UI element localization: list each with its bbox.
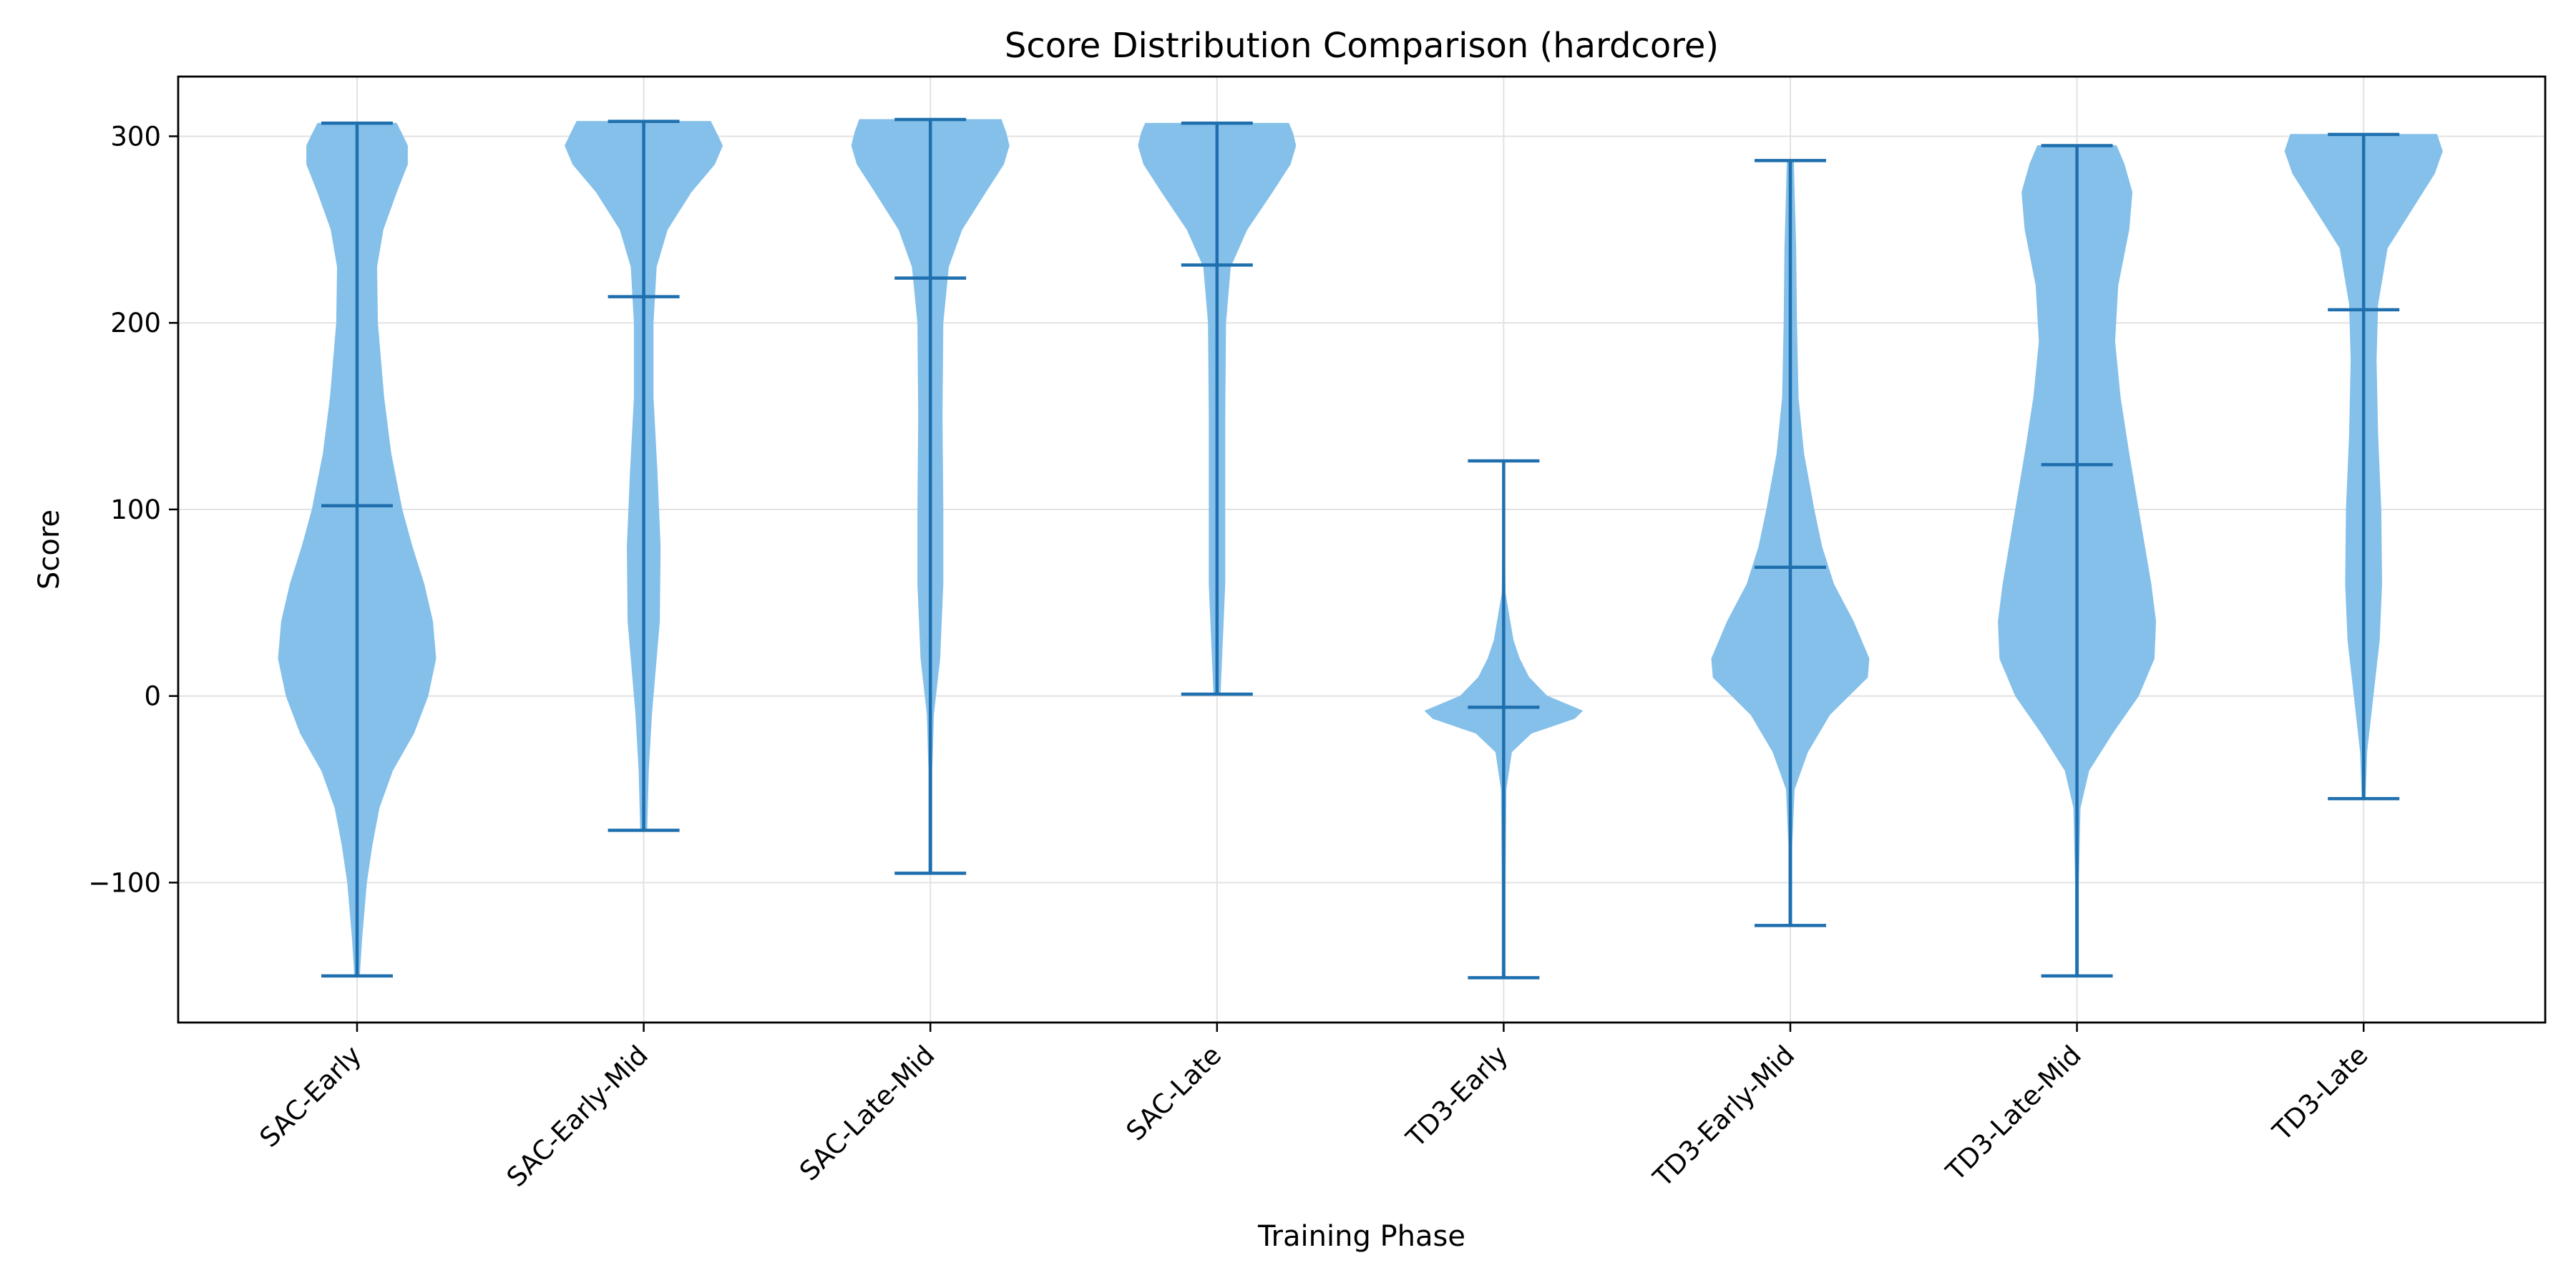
violin-stats [1755,159,1826,927]
violin-stats [1181,121,1253,696]
violin-stats [608,119,680,832]
y-axis-ticks: −100 0 100 200 300 [88,121,178,898]
x-tick-label: SAC-Early [254,1040,368,1153]
violin-stats [321,121,393,978]
y-tick-label: 300 [110,121,161,152]
y-tick-label: 100 [110,494,161,525]
violin-stats [894,117,967,875]
x-axis-ticks: SAC-Early SAC-Early-Mid SAC-Late-Mid SAC-La… [254,1023,2374,1194]
x-tick-label: TD3-Late [2266,1040,2373,1147]
x-tick-label: SAC-Late-Mid [794,1040,941,1187]
y-tick-label: 0 [144,681,161,712]
chart-title: Score Distribution Comparison (hardcore) [1005,26,1719,66]
x-tick-label: TD3-Early-Mid [1647,1040,1801,1194]
violin-stats [2328,132,2400,801]
violin-bodies [278,119,2443,978]
x-tick-label: TD3-Early [1400,1040,1513,1153]
y-tick-label: 200 [110,308,161,338]
violin-stats [1468,459,1540,980]
y-tick-label: −100 [88,867,161,898]
x-tick-label: SAC-Early-Mid [501,1040,654,1193]
violin-stat-lines [321,117,2400,980]
x-axis-label: Training Phase [1257,1220,1465,1253]
violin-stats [2041,144,2113,978]
y-axis-label: Score [33,509,66,590]
x-tick-label: TD3-Late-Mid [1940,1040,2087,1187]
plot-frame [177,75,2547,1024]
grid-lines [178,77,2545,1023]
x-tick-label: SAC-Late [1121,1040,1228,1147]
